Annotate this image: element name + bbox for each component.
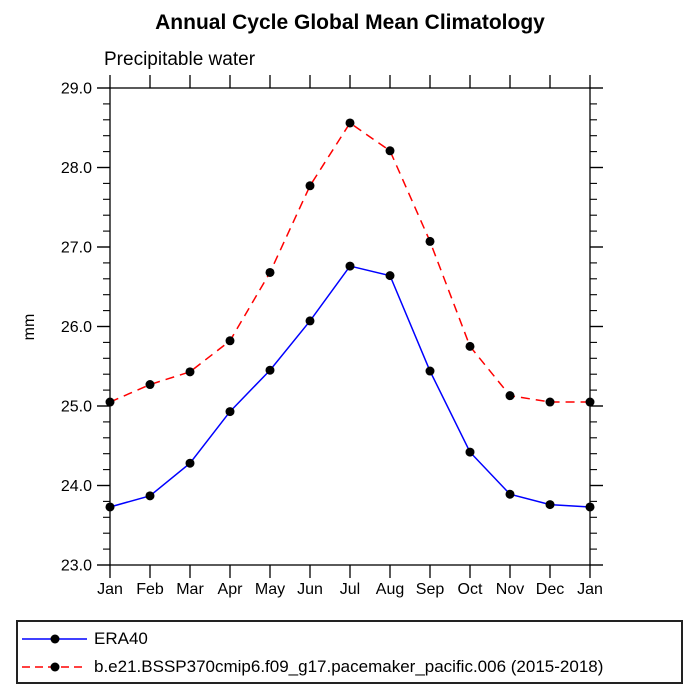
x-tick-label: Feb xyxy=(136,581,164,598)
data-point-s1 xyxy=(545,397,555,407)
legend-label-era40: ERA40 xyxy=(94,629,148,648)
data-point-s0 xyxy=(585,502,595,512)
y-tick-label: 29.0 xyxy=(61,81,92,98)
x-tick-label: Jun xyxy=(297,581,323,598)
data-point-s0 xyxy=(385,271,395,281)
y-tick-label: 25.0 xyxy=(61,399,92,416)
legend-entry-era40: ERA40 xyxy=(20,625,681,653)
y-tick-label: 23.0 xyxy=(61,558,92,575)
data-point-s0 xyxy=(185,458,195,468)
data-point-s1 xyxy=(185,367,195,377)
data-point-s1 xyxy=(145,380,155,390)
data-point-s1 xyxy=(265,267,275,277)
data-point-s0 xyxy=(425,366,435,376)
x-tick-label: Nov xyxy=(496,581,524,598)
plot-area: Jan Feb Mar Apr May Jun Jul Aug Sep Oct Nov Dec Jan 2… xyxy=(61,75,603,598)
data-point-s1 xyxy=(345,118,355,128)
chart-subtitle: Precipitable water xyxy=(104,49,256,70)
legend-line-sample-dashed xyxy=(22,662,87,672)
x-tick-label: Apr xyxy=(218,581,244,598)
legend-line-sample-solid xyxy=(22,634,87,644)
data-point-s1 xyxy=(585,397,595,407)
data-point-s0 xyxy=(545,500,555,510)
legend-entry-model: b.e21.BSSP370cmip6.f09_g17.pacemaker_pac… xyxy=(20,653,681,681)
data-point-s1 xyxy=(385,146,395,156)
data-point-s0 xyxy=(345,261,355,271)
plot-frame xyxy=(109,87,591,566)
data-point-s1 xyxy=(305,181,315,191)
x-tick-label: Aug xyxy=(376,581,404,598)
data-point-s0 xyxy=(105,502,115,512)
x-tick-label: Sep xyxy=(416,581,445,598)
data-point-s1 xyxy=(225,336,235,346)
legend-marker-dot-icon xyxy=(50,634,60,644)
y-tick-label: 27.0 xyxy=(61,240,92,257)
data-point-s0 xyxy=(265,365,275,375)
data-point-s1 xyxy=(105,397,115,407)
data-point-s1 xyxy=(465,341,475,351)
data-point-s1 xyxy=(505,391,515,401)
data-point-s0 xyxy=(225,407,235,417)
x-tick-label: Mar xyxy=(176,581,204,598)
x-tick-label: Jul xyxy=(340,581,360,598)
x-tick-label: Oct xyxy=(458,581,483,598)
x-tick-label: Dec xyxy=(536,581,564,598)
legend: ERA40 b.e21.BSSP370cmip6.f09_g17.pacemak… xyxy=(16,620,683,684)
y-tick-label: 26.0 xyxy=(61,319,92,336)
series-line-0 xyxy=(109,265,591,508)
data-point-s1 xyxy=(425,236,435,246)
data-point-s0 xyxy=(145,491,155,501)
data-point-s0 xyxy=(305,316,315,326)
y-tick-label: 28.0 xyxy=(61,160,92,177)
data-point-s0 xyxy=(465,447,475,457)
x-tick-label: Jan xyxy=(577,581,603,598)
x-tick-label: May xyxy=(255,581,285,598)
x-tick-label: Jan xyxy=(97,581,123,598)
y-tick-label: 24.0 xyxy=(61,478,92,495)
data-point-s0 xyxy=(505,489,515,499)
chart-title: Annual Cycle Global Mean Climatology xyxy=(155,11,545,34)
legend-label-model: b.e21.BSSP370cmip6.f09_g17.pacemaker_pac… xyxy=(94,657,604,676)
legend-marker-dot-icon xyxy=(50,662,60,672)
